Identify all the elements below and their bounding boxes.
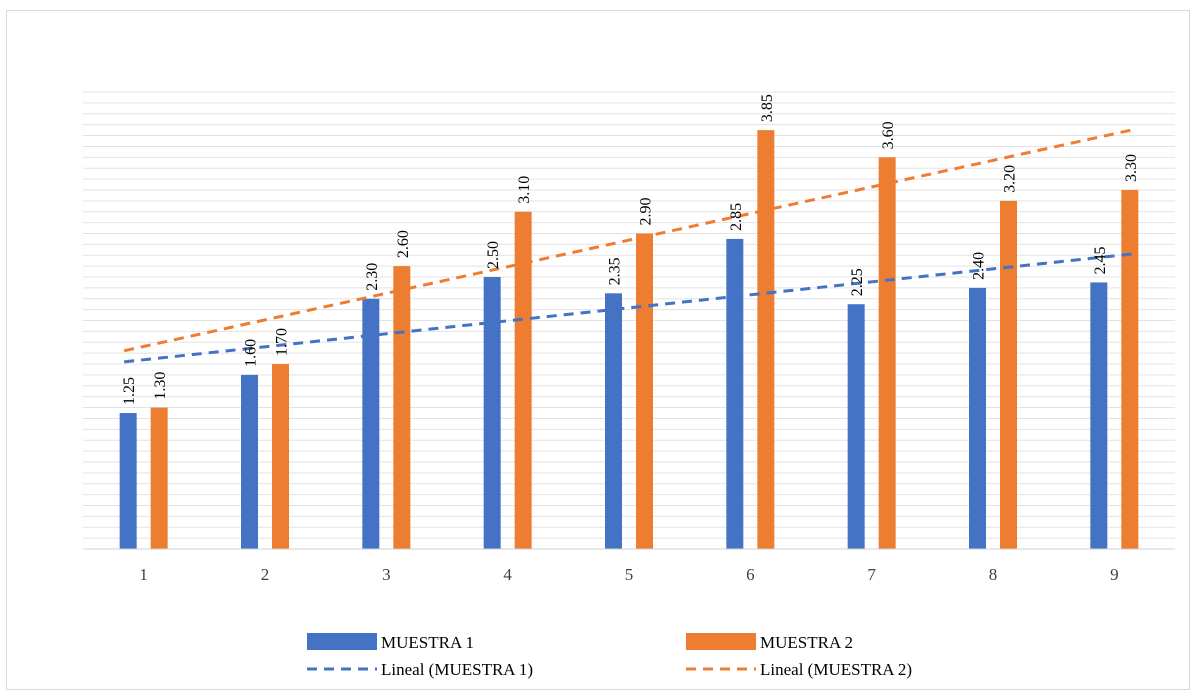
x-tick-label: 2 — [261, 565, 270, 584]
bar-1 — [362, 298, 380, 549]
bar-1 — [241, 374, 258, 549]
bar-2 — [272, 364, 289, 549]
x-axis-ticks: 1 2 3 4 5 6 7 8 9 — [139, 565, 1118, 584]
legend-swatch-muestra-2 — [686, 633, 756, 650]
bar-1 — [1090, 282, 1108, 549]
x-tick-label: 5 — [625, 565, 634, 584]
bar-1 — [969, 287, 986, 549]
bar-2 — [1121, 189, 1139, 549]
data-label-1: 2.50 — [485, 241, 502, 269]
data-label-1: 1.25 — [121, 377, 138, 405]
bar-2 — [393, 266, 411, 549]
bar-1 — [119, 413, 137, 549]
data-label-2: 3.60 — [880, 121, 897, 149]
bar-1 — [847, 304, 865, 549]
x-tick-label: 4 — [503, 565, 512, 584]
data-label-2: 2.60 — [395, 230, 412, 258]
trendline-2 — [123, 128, 1135, 353]
data-label-2: 3.10 — [516, 176, 533, 204]
bar-2 — [636, 233, 653, 550]
x-tick-label: 9 — [1110, 565, 1119, 584]
legend-swatch-muestra-1 — [307, 633, 377, 650]
bar-2 — [878, 157, 896, 549]
data-label-1: 2.85 — [728, 203, 745, 231]
bars — [119, 130, 1139, 550]
data-labels: 1.25 1.30 1.60 1.70 2.30 2.60 2.50 3.10 2.35 2.90… — [121, 94, 1140, 405]
x-tick-label: 6 — [746, 565, 755, 584]
data-label-1: 2.35 — [607, 257, 624, 285]
bar-1 — [726, 238, 744, 550]
data-label-2: 1.70 — [274, 328, 291, 356]
legend-label-muestra-2: MUESTRA 2 — [760, 633, 853, 652]
bar-1 — [605, 293, 622, 549]
data-label-1: 1.60 — [243, 339, 260, 367]
x-tick-label: 8 — [989, 565, 998, 584]
data-label-1: 2.45 — [1092, 246, 1109, 274]
chart-frame — [6, 10, 1190, 690]
x-tick-label: 7 — [867, 565, 876, 584]
bar-2 — [1000, 200, 1017, 549]
data-label-2: 2.90 — [638, 197, 655, 225]
data-label-1: 2.30 — [364, 263, 381, 291]
data-label-2: 1.30 — [152, 372, 169, 400]
data-label-2: 3.30 — [1123, 154, 1140, 182]
bar-2 — [757, 130, 775, 549]
bar-1 — [483, 277, 501, 549]
trendlines — [123, 128, 1135, 364]
data-label-2: 3.85 — [759, 94, 776, 122]
x-tick-label: 1 — [139, 565, 148, 584]
legend: MUESTRA 1 MUESTRA 2 Lineal (MUESTRA 1) L… — [307, 633, 912, 679]
legend-label-lineal-muestra-1: Lineal (MUESTRA 1) — [381, 660, 533, 679]
data-label-2: 3.20 — [1002, 165, 1019, 193]
x-tick-label: 3 — [382, 565, 391, 584]
legend-label-lineal-muestra-2: Lineal (MUESTRA 2) — [760, 660, 912, 679]
bar-2 — [514, 211, 532, 549]
bar-2 — [150, 407, 168, 549]
data-label-1: 2.40 — [971, 252, 988, 280]
legend-label-muestra-1: MUESTRA 1 — [381, 633, 474, 652]
data-label-1: 2.25 — [849, 268, 866, 296]
